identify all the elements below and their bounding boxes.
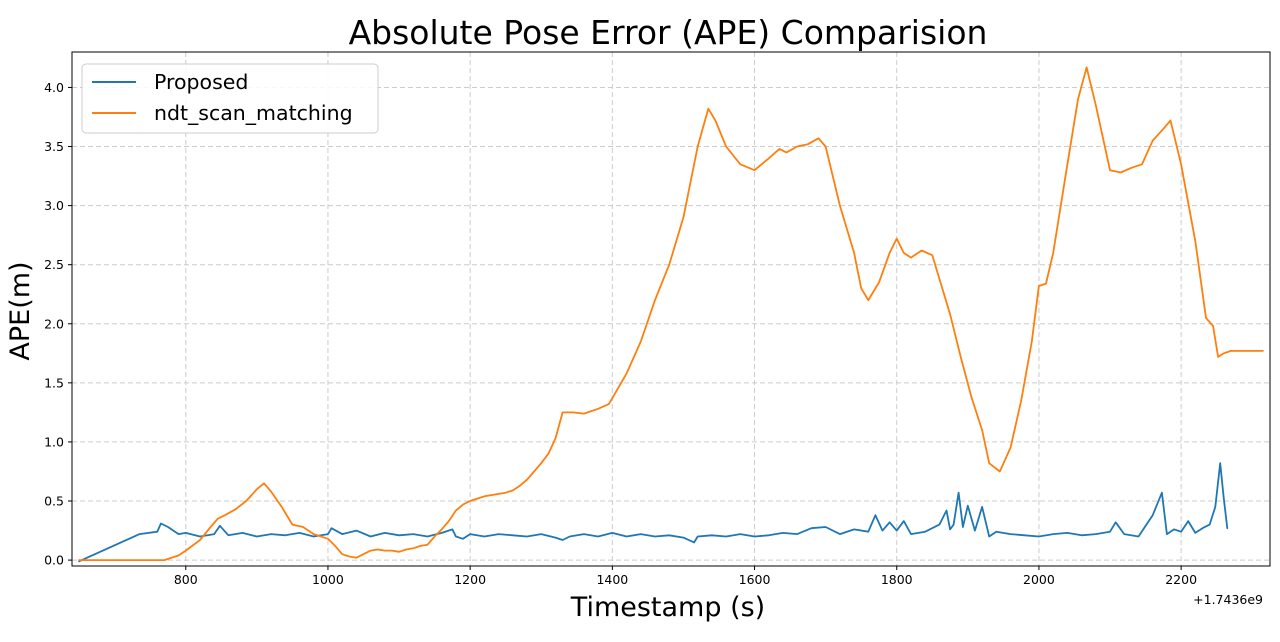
y-axis: 0.0 0.5 1.0 1.5 2.0 2.5 3.0 3.5 4.0 xyxy=(44,80,72,568)
grid xyxy=(72,52,1270,566)
x-tick-label: 800 xyxy=(174,572,198,587)
series-line-ndt-scan-matching xyxy=(78,66,1264,561)
x-axis: 800 1000 1200 1400 1600 1800 2000 2200 xyxy=(174,566,1197,587)
y-tick-label: 4.0 xyxy=(44,80,64,95)
x-tick-label: 1000 xyxy=(312,572,344,587)
legend-label: Proposed xyxy=(154,70,248,94)
x-tick-label: 2200 xyxy=(1165,572,1197,587)
y-tick-label: 2.5 xyxy=(44,257,64,272)
x-tick-label: 1800 xyxy=(881,572,913,587)
legend-label: ndt_scan_matching xyxy=(154,101,353,126)
x-tick-label: 2000 xyxy=(1023,572,1055,587)
y-tick-label: 1.0 xyxy=(44,434,64,449)
chart-title: Absolute Pose Error (APE) Comparision xyxy=(349,13,988,52)
x-tick-label: 1600 xyxy=(739,572,771,587)
y-axis-label: APE(m) xyxy=(5,261,36,360)
x-axis-label: Timestamp (s) xyxy=(570,592,765,623)
y-tick-label: 0.0 xyxy=(44,553,64,568)
x-axis-offset-label: +1.7436e9 xyxy=(1193,592,1263,607)
plot-frame xyxy=(71,51,1271,567)
legend: Proposed ndt_scan_matching xyxy=(81,63,379,134)
y-tick-label: 2.0 xyxy=(44,316,64,331)
y-tick-label: 3.5 xyxy=(44,139,64,154)
x-tick-label: 1200 xyxy=(454,572,486,587)
x-tick-label: 1400 xyxy=(596,572,628,587)
series-lines xyxy=(78,66,1264,563)
y-tick-label: 1.5 xyxy=(44,375,64,390)
y-tick-label: 3.0 xyxy=(44,198,64,213)
legend-box xyxy=(81,63,379,134)
series-line-proposed xyxy=(78,462,1229,563)
y-tick-label: 0.5 xyxy=(44,494,64,509)
